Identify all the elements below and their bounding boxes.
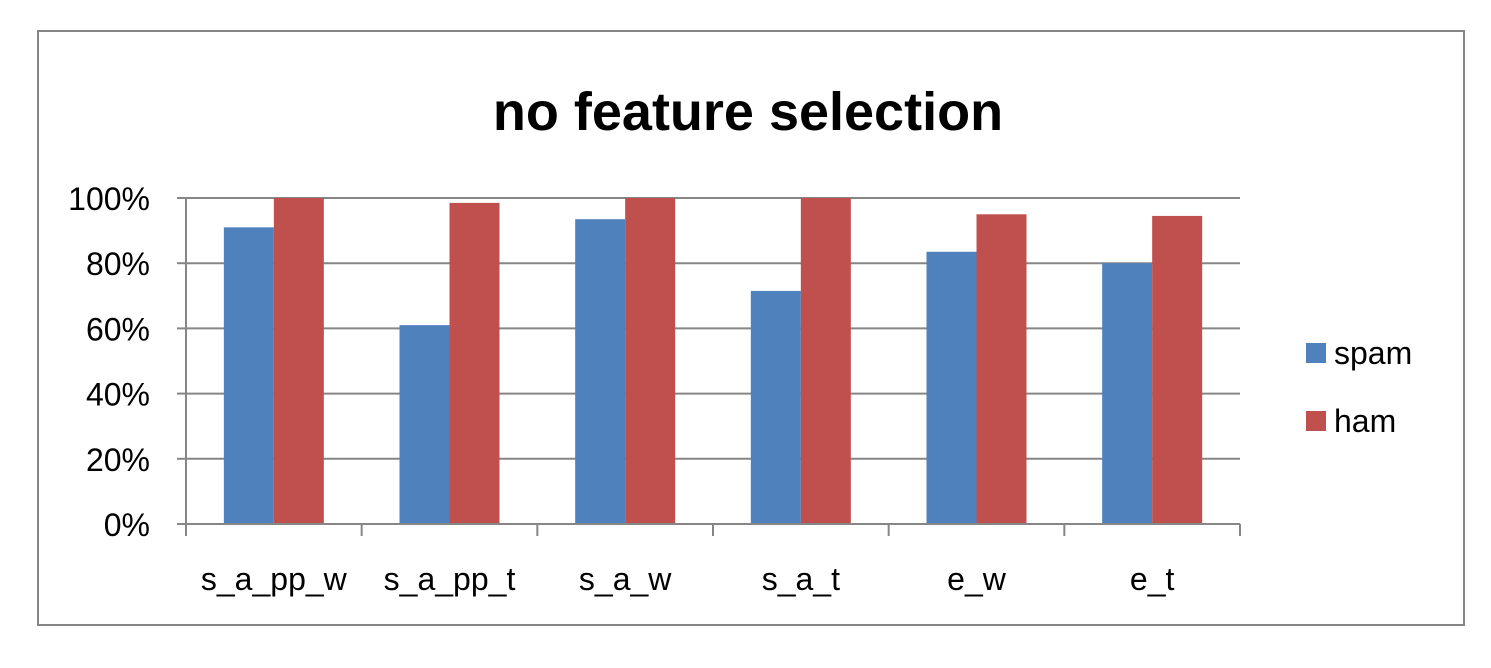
- x-tick-label: e_w: [947, 561, 1007, 597]
- x-tick-label: s_a_w: [579, 561, 672, 597]
- y-tick-label: 0%: [104, 507, 150, 543]
- x-tick-label: s_a_pp_w: [201, 561, 348, 597]
- bar-ham-s_a_t: [800, 198, 851, 524]
- axes: 0% 20% 40% 60% 80% 100% s_a_pp_w s_a_pp_t s_a_w s…: [68, 181, 1241, 597]
- x-tick-label: s_a_pp_t: [384, 561, 516, 597]
- bar-spam-e_t: [1102, 263, 1153, 524]
- bar-spam-s_a_pp_w: [223, 227, 274, 524]
- bar-spam-s_a_t: [750, 290, 801, 524]
- bar-ham-e_t: [1152, 215, 1203, 524]
- legend-label-ham: ham: [1334, 403, 1396, 439]
- bar-ham-s_a_pp_t: [449, 202, 500, 524]
- bar-ham-e_w: [976, 214, 1027, 525]
- y-tick-label: 80%: [86, 246, 150, 282]
- bar-spam-s_a_w: [575, 219, 626, 524]
- legend-swatch-ham: [1306, 411, 1326, 431]
- bar-ham-s_a_pp_w: [273, 198, 324, 524]
- x-tick-label: s_a_t: [762, 561, 840, 597]
- bars: [223, 198, 1203, 525]
- y-tick-label: 100%: [68, 181, 150, 217]
- y-tick-label: 20%: [86, 442, 150, 478]
- gridlines: [186, 197, 1240, 460]
- legend-label-spam: spam: [1334, 335, 1412, 371]
- y-tick-label: 60%: [86, 311, 150, 347]
- bar-spam-e_w: [926, 251, 977, 525]
- legend-swatch-spam: [1306, 343, 1326, 363]
- x-tick-label: e_t: [1130, 561, 1175, 597]
- bar-ham-s_a_w: [625, 198, 676, 524]
- y-tick-label: 40%: [86, 377, 150, 413]
- bar-spam-s_a_pp_t: [399, 325, 450, 524]
- chart-title: no feature selection: [493, 82, 1003, 142]
- legend: spam ham: [1306, 335, 1412, 439]
